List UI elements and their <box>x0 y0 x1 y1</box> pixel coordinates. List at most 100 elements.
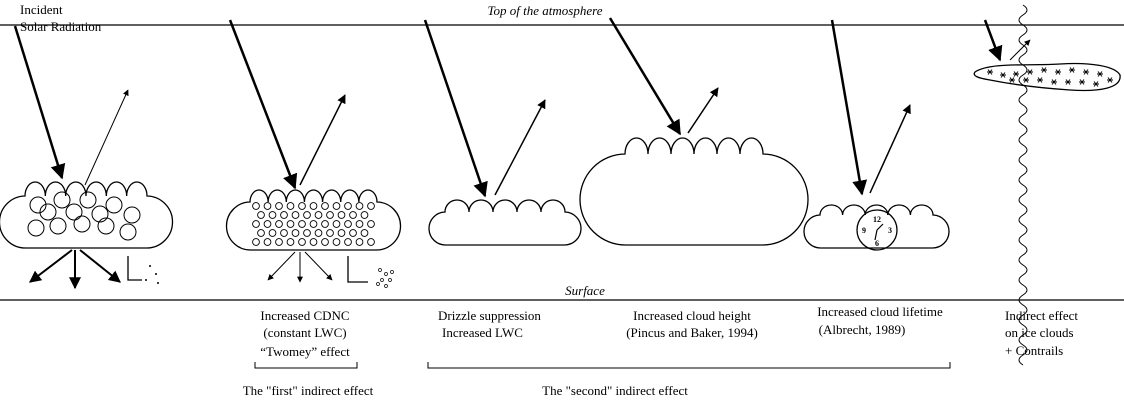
incident-label: Solar Radiation <box>20 19 102 34</box>
arrow <box>494 99 546 196</box>
dot <box>149 265 151 267</box>
dot <box>384 272 388 276</box>
droplet <box>252 220 260 228</box>
droplet <box>360 229 369 237</box>
bracket <box>254 362 358 369</box>
droplet <box>280 229 288 237</box>
droplet <box>326 211 334 219</box>
droplet <box>344 202 352 210</box>
ice-crystal <box>1037 77 1043 83</box>
droplet <box>97 217 115 235</box>
droplet <box>291 229 300 237</box>
arrow <box>267 251 296 281</box>
droplet <box>252 202 260 210</box>
droplet <box>321 238 329 246</box>
cloud <box>428 199 582 246</box>
panel-text: Drizzle suppression <box>438 308 541 323</box>
droplet <box>39 203 57 221</box>
ice-crystal <box>1083 69 1089 75</box>
dot <box>380 278 384 282</box>
panel-text: Increased cloud height <box>633 308 751 323</box>
droplet <box>275 202 283 210</box>
droplet <box>286 238 295 246</box>
dot <box>376 282 380 286</box>
effect-label: The "first" indirect effect <box>243 383 374 398</box>
droplet <box>367 202 375 210</box>
droplet <box>275 238 283 246</box>
arrow <box>79 249 121 283</box>
dot <box>145 279 147 281</box>
clock-hands <box>874 223 884 241</box>
droplet <box>257 229 265 237</box>
panel-text: + Contrails <box>1005 343 1063 358</box>
droplet <box>286 220 295 228</box>
clock <box>856 209 898 251</box>
panel-text: on ice clouds <box>1005 325 1074 340</box>
panel-text: Increased CDNC <box>260 308 349 323</box>
rain-sign <box>347 256 368 283</box>
droplet <box>309 238 318 246</box>
ice-crystal <box>1023 77 1029 83</box>
droplet <box>321 220 329 228</box>
droplet <box>286 202 295 210</box>
arrow <box>983 19 1003 62</box>
droplet <box>49 217 67 235</box>
droplet <box>29 196 47 214</box>
top-label: Top of the atmosphere <box>488 3 603 18</box>
arrow <box>423 19 488 198</box>
droplet <box>252 238 260 246</box>
arrow <box>84 89 129 186</box>
arrow <box>29 249 73 283</box>
clock-number: 3 <box>888 226 892 235</box>
droplet <box>263 238 272 246</box>
droplet <box>355 220 364 228</box>
droplet <box>291 211 300 219</box>
rain-sign <box>127 256 142 281</box>
droplet <box>332 202 341 210</box>
droplet <box>355 202 364 210</box>
arrow <box>869 104 911 194</box>
arrow <box>608 17 682 136</box>
droplet <box>332 238 341 246</box>
droplet <box>257 211 265 219</box>
ice-crystal <box>1055 69 1061 75</box>
arrow <box>13 25 66 180</box>
ice-crystal <box>1065 79 1071 85</box>
droplet <box>349 229 357 237</box>
ice-crystal <box>1093 81 1099 87</box>
ice-cloud <box>973 62 1121 92</box>
droplet <box>298 202 306 210</box>
droplet <box>337 229 346 237</box>
ice-crystal <box>1097 71 1103 77</box>
droplet <box>73 215 91 233</box>
droplet <box>337 211 346 219</box>
cloud <box>579 137 809 246</box>
panel-text: “Twomey” effect <box>260 344 350 359</box>
dot <box>157 282 159 284</box>
droplet <box>275 220 283 228</box>
droplet <box>332 220 341 228</box>
droplet <box>79 191 97 209</box>
droplet <box>65 203 83 221</box>
droplet <box>53 191 71 209</box>
droplet <box>263 220 272 228</box>
droplet <box>344 238 352 246</box>
ice-crystal <box>1000 72 1006 78</box>
panel-text: Increased LWC <box>442 325 523 340</box>
ice-crystal <box>1009 77 1015 83</box>
arrow <box>228 19 298 190</box>
arrow <box>1009 39 1031 61</box>
droplet <box>344 220 352 228</box>
dot <box>378 268 382 272</box>
panel-text: (constant LWC) <box>263 325 346 340</box>
panel-text: (Pincus and Baker, 1994) <box>626 325 758 340</box>
droplet <box>314 229 323 237</box>
droplet <box>123 206 141 224</box>
ice-crystal <box>1041 67 1047 73</box>
droplet <box>27 219 45 237</box>
ice-crystal <box>1013 71 1019 77</box>
droplet <box>309 220 318 228</box>
droplet <box>105 196 123 214</box>
ice-crystal <box>1079 79 1085 85</box>
